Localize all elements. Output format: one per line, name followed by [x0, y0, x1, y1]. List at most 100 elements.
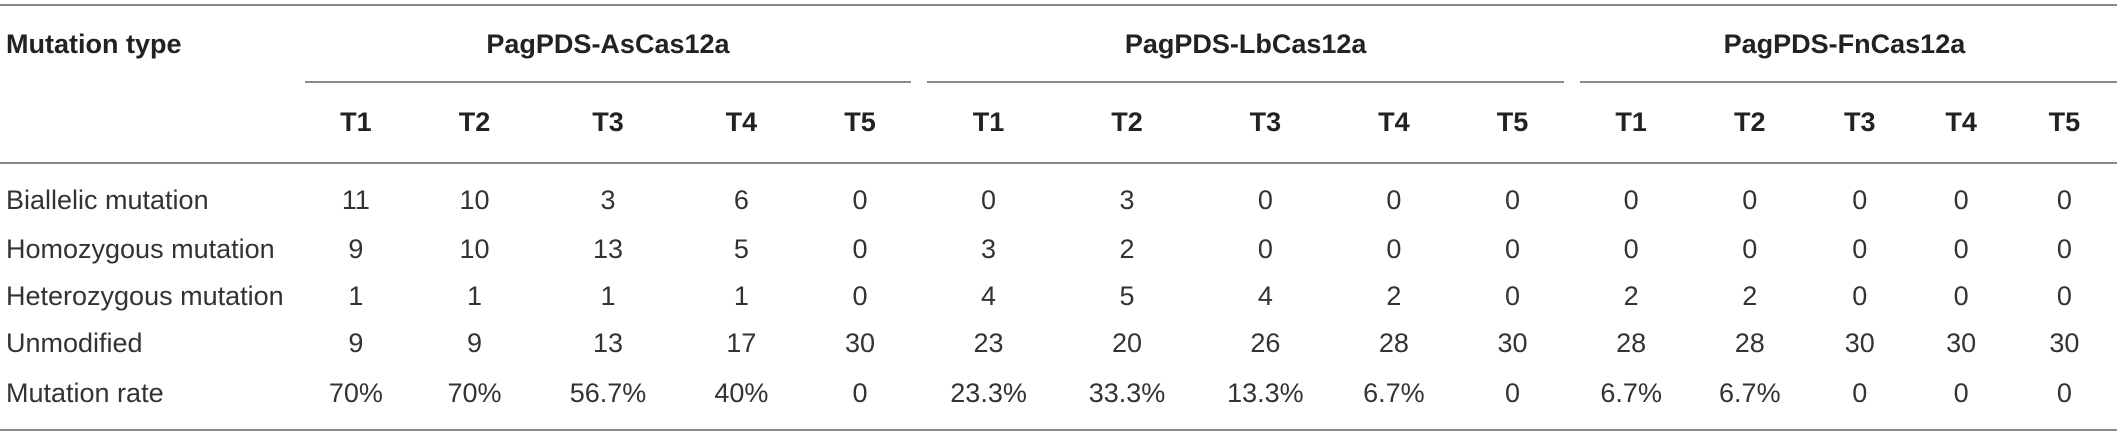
table-cell: 20 — [1111, 328, 1142, 358]
group-header-label: PagPDS-FnCas12a — [1723, 28, 1966, 59]
table-cell: 1 — [600, 281, 616, 311]
row-label: Unmodified — [6, 328, 143, 358]
table-cell: 6.7% — [1334, 367, 1454, 431]
table-cell: 13 — [592, 234, 623, 264]
table-cell: 0 — [1910, 367, 2012, 431]
table-cell: 0 — [1742, 184, 1758, 215]
table-cell: 9 — [467, 328, 483, 358]
table-cell: 6 — [733, 184, 749, 215]
column-header: T3 — [533, 82, 683, 164]
table-cell: 6.7% — [1690, 367, 1810, 431]
table-cell: 0 — [1953, 234, 1969, 264]
table-cell: 0 — [1505, 184, 1521, 215]
table-cell: 1 — [467, 281, 483, 311]
group-header-lbcas12a: PagPDS-LbCas12a — [919, 4, 1572, 83]
table-cell: 0 — [981, 184, 997, 215]
table-cell: 3 — [1119, 184, 1135, 215]
table-cell: 0 — [852, 281, 868, 311]
table-cell: 11 — [341, 184, 370, 215]
table-cell: 28 — [1734, 328, 1765, 358]
table-cell: 0 — [1852, 234, 1868, 264]
table-cell: 0 — [1953, 184, 1969, 215]
table-cell: 23 — [973, 328, 1004, 358]
column-header: T5 — [800, 82, 920, 164]
column-header-row: T1 T2 T3 T4 T5 T1 T2 T3 T4 T5 T1 T2 T3 T… — [0, 82, 2117, 164]
table-cell: 28 — [1616, 328, 1647, 358]
table-cell: 0 — [1386, 184, 1402, 215]
table-cell: 30 — [1497, 328, 1528, 358]
table-cell: 2 — [1742, 281, 1758, 311]
table-cell: 56.7% — [533, 367, 683, 431]
table-cell: 6.7% — [1571, 367, 1691, 431]
table-cell: 0 — [1742, 234, 1758, 264]
column-header: T2 — [1690, 82, 1810, 164]
row-label: Heterozygous mutation — [6, 281, 284, 311]
column-header: T4 — [1334, 82, 1454, 164]
group-header-fncas12a: PagPDS-FnCas12a — [1571, 4, 2117, 83]
row-label: Homozygous mutation — [6, 234, 275, 264]
table-cell: 13.3% — [1196, 367, 1335, 431]
table-cell: 10 — [459, 184, 490, 215]
mutation-table: Mutation type PagPDS-AsCas12a PagPDS-LbC… — [0, 4, 2117, 431]
table-cell: 2 — [1623, 281, 1639, 311]
table-cell: 0 — [852, 234, 868, 264]
table-cell: 0 — [1809, 367, 1911, 431]
column-header: T2 — [1057, 82, 1197, 164]
table-cell: 0 — [1852, 281, 1868, 311]
column-header: T5 — [1453, 82, 1572, 164]
table-cell: 2 — [1119, 234, 1135, 264]
table-cell: 30 — [845, 328, 876, 358]
table-cell: 13 — [592, 328, 623, 358]
table-cell: 0 — [1852, 184, 1868, 215]
group-header-label: PagPDS-LbCas12a — [1124, 28, 1367, 59]
column-header: T1 — [296, 82, 416, 164]
table-cell: 0 — [2056, 184, 2072, 215]
table-row: Unmodified 9 9 13 17 30 23 20 26 28 30 28 28 30 30 30 — [0, 320, 2117, 367]
table-cell: 1 — [348, 281, 364, 311]
table-cell: 70% — [296, 367, 416, 431]
table-cell: 0 — [1623, 234, 1639, 264]
group-underline — [1579, 81, 2117, 83]
table-cell: 0 — [1257, 184, 1273, 215]
group-header-ascas12a: PagPDS-AsCas12a — [296, 4, 920, 83]
column-header: T1 — [919, 82, 1058, 164]
column-header: T5 — [2011, 82, 2117, 164]
table-cell: 0 — [2056, 234, 2072, 264]
table-cell: 4 — [1257, 281, 1273, 311]
table-cell: 3 — [600, 184, 616, 215]
table-cell: 0 — [852, 184, 868, 215]
table-cell: 4 — [981, 281, 997, 311]
group-header-row: Mutation type PagPDS-AsCas12a PagPDS-LbC… — [0, 4, 2117, 83]
table-row: Heterozygous mutation 1 1 1 1 0 4 5 4 2 0 2 2 0 0 0 — [0, 273, 2117, 320]
row-label: Biallelic mutation — [6, 184, 209, 215]
column-header: T4 — [1910, 82, 2012, 164]
table-cell: 2 — [1386, 281, 1402, 311]
table-cell: 3 — [981, 234, 997, 264]
row-label: Mutation rate — [0, 367, 297, 431]
group-underline — [304, 81, 912, 83]
label-column-header: Mutation type — [0, 4, 297, 82]
blank-header-cell — [0, 82, 297, 164]
table-cell: 30 — [1946, 328, 1977, 358]
table-cell: 0 — [1386, 234, 1402, 264]
table-cell: 23.3% — [919, 367, 1058, 431]
table-cell: 1 — [733, 281, 749, 311]
table-cell: 0 — [2011, 367, 2117, 431]
table-cell: 0 — [1953, 281, 1969, 311]
table-cell: 9 — [348, 234, 364, 264]
table-cell: 5 — [733, 234, 749, 264]
group-underline — [927, 81, 1564, 83]
table-cell: 30 — [1844, 328, 1875, 358]
table-row: Mutation rate 70% 70% 56.7% 40% 0 23.3% 33.3% 13… — [0, 367, 2117, 431]
column-header: T2 — [415, 82, 534, 164]
table-cell: 28 — [1378, 328, 1409, 358]
table-cell: 10 — [459, 234, 490, 264]
column-header: T3 — [1196, 82, 1335, 164]
column-header: T1 — [1571, 82, 1691, 164]
table-cell: 0 — [1623, 184, 1639, 215]
table-cell: 26 — [1250, 328, 1281, 358]
table-cell: 0 — [1257, 234, 1273, 264]
table-cell: 17 — [726, 328, 757, 358]
column-header: T4 — [682, 82, 801, 164]
table-cell: 0 — [1453, 367, 1572, 431]
